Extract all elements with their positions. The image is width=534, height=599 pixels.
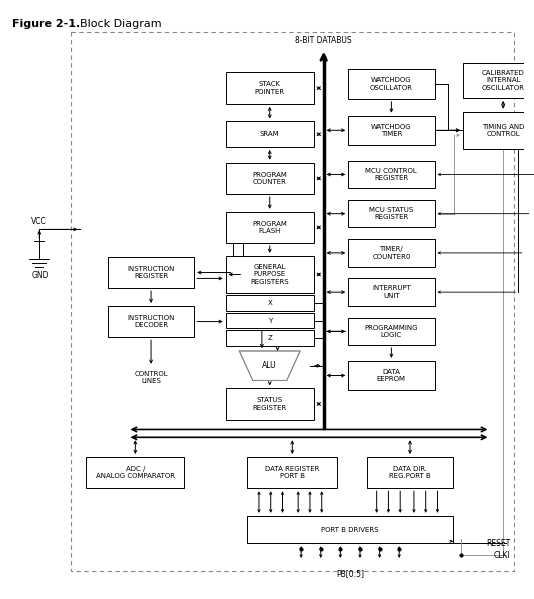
Text: ADC /
ANALOG COMPARATOR: ADC / ANALOG COMPARATOR — [96, 466, 175, 479]
Text: CLKI: CLKI — [493, 550, 510, 559]
Text: Z: Z — [268, 335, 272, 341]
Text: MCU CONTROL
REGISTER: MCU CONTROL REGISTER — [365, 168, 417, 181]
Bar — [348, 69, 435, 99]
Text: 8-BIT DATABUS: 8-BIT DATABUS — [295, 36, 352, 45]
Text: CALIBRATED
INTERNAL
OSCILLATOR: CALIBRATED INTERNAL OSCILLATOR — [482, 69, 525, 91]
Bar — [225, 211, 314, 243]
Text: VCC: VCC — [32, 217, 47, 226]
Bar — [87, 457, 184, 488]
Bar — [463, 111, 534, 149]
Text: PROGRAMMING
LOGIC: PROGRAMMING LOGIC — [365, 325, 418, 338]
Text: PB[0:5]: PB[0:5] — [336, 568, 364, 578]
Bar — [247, 516, 453, 543]
Text: X: X — [268, 300, 272, 306]
Bar — [348, 200, 435, 228]
Bar — [348, 239, 435, 267]
Bar — [225, 295, 314, 311]
Text: SRAM: SRAM — [260, 131, 280, 137]
Bar — [348, 279, 435, 306]
Bar — [225, 313, 314, 328]
Text: DATA REGISTER
PORT B: DATA REGISTER PORT B — [265, 466, 319, 479]
Bar — [108, 306, 194, 337]
Text: DATA
EEPROM: DATA EEPROM — [377, 369, 406, 382]
Bar — [225, 256, 314, 293]
Text: STATUS
REGISTER: STATUS REGISTER — [253, 397, 287, 411]
Bar — [367, 457, 453, 488]
Text: INSTRUCTION
DECODER: INSTRUCTION DECODER — [128, 315, 175, 328]
Text: WATCHDOG
TIMER: WATCHDOG TIMER — [371, 123, 412, 137]
Bar — [348, 361, 435, 390]
Polygon shape — [239, 351, 300, 380]
Text: RESET: RESET — [486, 539, 510, 547]
Text: DATA DIR.
REG.PORT B: DATA DIR. REG.PORT B — [389, 466, 431, 479]
Text: STACK
POINTER: STACK POINTER — [255, 81, 285, 95]
Text: MCU STATUS
REGISTER: MCU STATUS REGISTER — [369, 207, 413, 220]
Text: Y: Y — [268, 317, 272, 323]
Text: INSTRUCTION
REGISTER: INSTRUCTION REGISTER — [128, 266, 175, 279]
Text: TIMING AND
CONTROL: TIMING AND CONTROL — [482, 123, 524, 137]
Bar — [225, 388, 314, 420]
Bar — [348, 116, 435, 145]
Text: Figure 2-1.: Figure 2-1. — [12, 19, 80, 29]
Bar — [225, 163, 314, 194]
Bar — [463, 63, 534, 98]
Text: WATCHDOG
OSCILLATOR: WATCHDOG OSCILLATOR — [370, 77, 413, 91]
Bar — [70, 32, 514, 571]
Bar — [348, 317, 435, 345]
Text: PORT B DRIVERS: PORT B DRIVERS — [321, 527, 379, 533]
Bar — [225, 122, 314, 147]
Text: INTERRUPT
UNIT: INTERRUPT UNIT — [372, 285, 411, 299]
Bar — [108, 257, 194, 288]
Text: GENERAL
PURPOSE
REGISTERS: GENERAL PURPOSE REGISTERS — [250, 264, 289, 285]
Bar — [225, 72, 314, 104]
Text: PROGRAM
FLASH: PROGRAM FLASH — [252, 220, 287, 234]
Bar — [348, 161, 435, 188]
Text: ALU: ALU — [262, 361, 277, 370]
Bar — [247, 457, 337, 488]
Text: PROGRAM
COUNTER: PROGRAM COUNTER — [252, 171, 287, 185]
Bar — [225, 331, 314, 346]
Text: Block Diagram: Block Diagram — [81, 19, 162, 29]
Text: TIMER/
COUNTER0: TIMER/ COUNTER0 — [372, 246, 411, 259]
Text: CONTROL
LINES: CONTROL LINES — [134, 371, 168, 383]
Text: GND: GND — [32, 271, 49, 280]
